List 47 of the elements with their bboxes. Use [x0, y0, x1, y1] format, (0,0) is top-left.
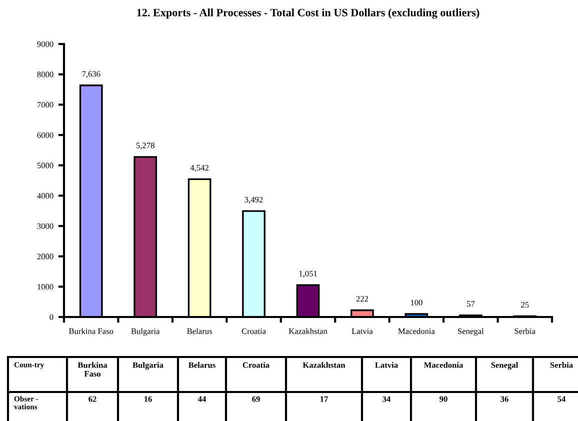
data-label: 54	[558, 396, 566, 402]
data-label: 3,492	[244, 196, 263, 204]
category-label: Burkina Faso	[78, 362, 108, 377]
data-label: 25	[521, 302, 529, 308]
category-label: Senegal	[491, 362, 518, 370]
data-label: 4,542	[190, 164, 208, 172]
x-tick-label: Senegal	[458, 328, 484, 336]
x-tick-label: Macedonia	[398, 328, 435, 334]
data-label: 34	[382, 396, 391, 402]
y-tick-label: 4000	[37, 193, 54, 199]
data-label: 5,278	[136, 142, 154, 150]
x-tick-label: Bulgaria	[131, 328, 160, 336]
y-tick-label: 6000	[37, 132, 54, 138]
x-tick-label: Burkina Faso	[69, 328, 114, 334]
y-tick-label: 1000	[38, 284, 54, 290]
data-label: 16	[144, 396, 152, 402]
data-label: 36	[500, 396, 508, 402]
chart-title: 12. Exports - All Processes - Total Cost in US Dollars (excluding outliers)	[137, 8, 480, 19]
data-label: 90	[440, 396, 448, 402]
category-label: Serbia	[550, 362, 573, 368]
y-tick-label: 3000	[37, 223, 54, 229]
data-label: 1,051	[299, 270, 317, 278]
data-label: 57	[466, 301, 475, 307]
data-label: 222	[356, 296, 368, 302]
category-label: Croatia	[242, 362, 270, 368]
x-tick-label: Kazakhstan	[288, 328, 328, 334]
data-label: 69	[252, 396, 260, 402]
data-label: 17	[320, 396, 328, 402]
x-tick-label: Belarus	[187, 328, 212, 334]
y-tick-label: 9000	[37, 41, 54, 47]
y-tick-label: 5000	[37, 162, 54, 168]
category-label: Kazakhstan	[302, 362, 346, 368]
x-tick-label: Croatia	[242, 328, 266, 334]
data-label: 100	[410, 300, 422, 306]
data-label: 62	[88, 396, 96, 402]
category-label: Latvia	[375, 362, 398, 368]
category-label: Bulgaria	[132, 362, 164, 370]
y-tick-label: 7000	[37, 102, 54, 108]
category-label: Macedonia	[424, 362, 464, 368]
data-label: 44	[198, 396, 206, 402]
x-tick-label: Latvia	[352, 328, 373, 334]
data-label: 7,636	[82, 71, 100, 78]
y-tick-label: 0	[50, 314, 54, 320]
y-tick-label: 2000	[37, 254, 54, 260]
y-tick-label: 8000	[37, 72, 54, 78]
x-tick-label: Serbia	[514, 328, 536, 334]
category-label: Belarus	[188, 362, 216, 368]
